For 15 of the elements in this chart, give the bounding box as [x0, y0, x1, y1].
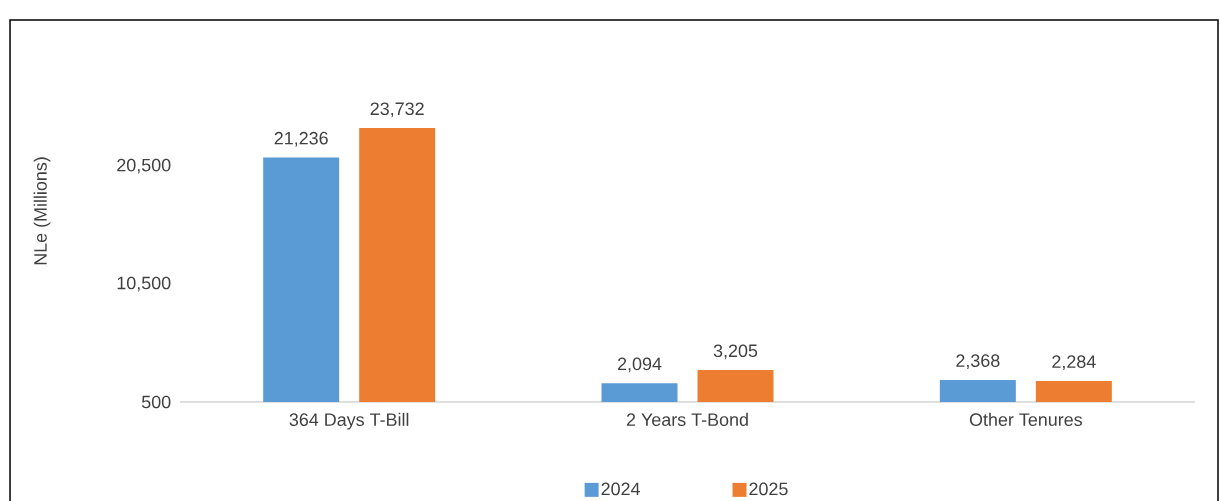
data-label: 21,236 — [274, 131, 328, 147]
data-label: 2,284 — [1052, 355, 1096, 371]
legend-label: 2025 — [749, 482, 788, 496]
y-tick-label: 20,500 — [117, 158, 171, 174]
data-label: 2,368 — [956, 354, 1000, 370]
y-tick-label: 500 — [141, 395, 171, 409]
data-label: 3,205 — [713, 344, 758, 360]
data-label: 2,094 — [617, 357, 662, 373]
x-tick-label: 364 Days T-Bill — [289, 412, 409, 430]
legend-label: 2024 — [601, 482, 640, 496]
x-tick-label: Other Tenures — [969, 412, 1083, 426]
x-tick-label: 2 Years T-Bond — [626, 412, 748, 426]
y-tick-label: 10,500 — [117, 276, 171, 292]
y-axis-title: NLe (Millions) — [33, 157, 51, 265]
data-label: 23,732 — [370, 102, 424, 118]
